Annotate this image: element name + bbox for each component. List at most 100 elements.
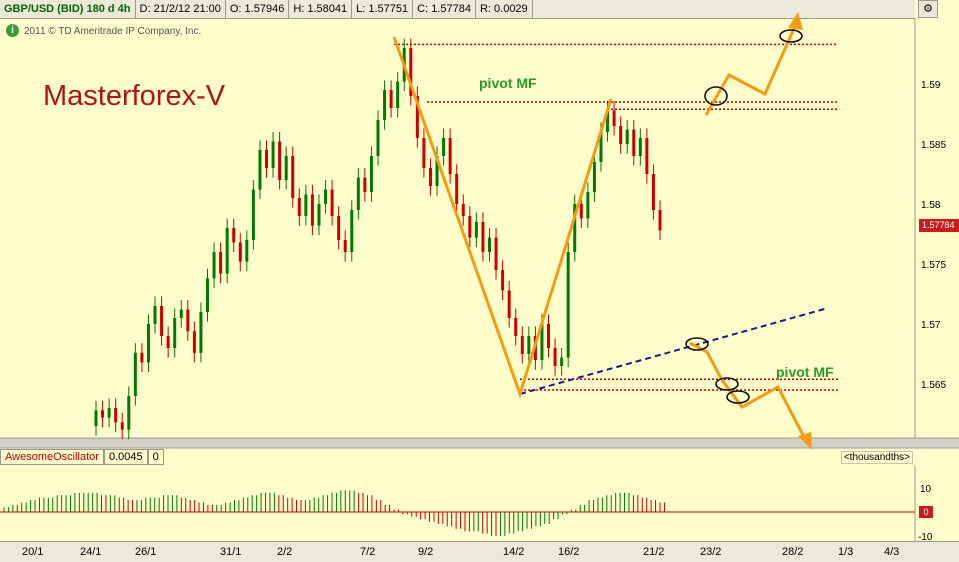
candle-body xyxy=(212,252,216,279)
oscillator-value2: 0 xyxy=(147,449,164,465)
candle-body xyxy=(153,306,157,324)
candle-body xyxy=(317,204,321,226)
candle-body xyxy=(481,222,485,252)
candle-body xyxy=(304,194,308,216)
high-label: H: 1.58041 xyxy=(289,0,353,18)
candle-body xyxy=(297,198,301,216)
candle-body xyxy=(225,228,229,274)
y-tick-label: 1.565 xyxy=(921,380,946,391)
candle-body xyxy=(560,357,564,366)
candle-body xyxy=(428,168,432,186)
candle-body xyxy=(291,156,295,198)
candle-body xyxy=(337,216,341,240)
pivot-label-top: pivot MF xyxy=(479,75,537,91)
trendline-ellipse xyxy=(685,337,709,351)
candle-body xyxy=(606,110,610,132)
candle-body xyxy=(455,174,459,204)
candle-body xyxy=(638,138,642,156)
brand-watermark: Masterforex-V xyxy=(43,80,226,112)
oscillator-name[interactable]: AwesomeOscillator xyxy=(0,449,104,465)
forecast-up-arrow xyxy=(788,12,803,30)
settings-icon: ⚙ xyxy=(923,3,933,15)
candle-body xyxy=(527,336,531,354)
pivot-ellipse-2 xyxy=(726,390,750,404)
candle-body xyxy=(330,189,334,216)
candle-body xyxy=(107,408,111,418)
info-icon[interactable]: i xyxy=(6,24,19,37)
x-tick-label: 20/1 xyxy=(22,546,44,558)
candle-body xyxy=(179,309,183,318)
candle-body xyxy=(625,129,629,144)
candle-body xyxy=(461,204,465,216)
x-tick-label: 7/2 xyxy=(360,546,376,558)
candle-body xyxy=(186,309,190,332)
pivot-label-bottom: pivot MF xyxy=(776,364,834,380)
open-label: O: 1.57946 xyxy=(226,0,290,18)
candle-body xyxy=(658,210,662,231)
candle-body xyxy=(415,96,419,138)
candle-body xyxy=(422,138,426,168)
candle-body xyxy=(356,177,360,210)
symbol-label: GBP/USD (BID) 180 d 4h xyxy=(0,0,136,18)
candle-body xyxy=(487,237,491,252)
candle-body xyxy=(501,270,505,291)
pivot-ellipse-1 xyxy=(715,377,739,391)
target-ellipse-top xyxy=(779,29,803,43)
osc-tick-minus10: -10 xyxy=(918,532,933,543)
x-tick-label: 9/2 xyxy=(418,546,434,558)
candle-body xyxy=(376,120,380,156)
forecast-down-path xyxy=(689,341,806,438)
candle-body xyxy=(507,290,511,318)
candle-body xyxy=(101,410,105,418)
candle-body xyxy=(146,324,150,363)
date-label: D: 21/2/12 21:00 xyxy=(136,0,226,18)
candle-body xyxy=(310,194,314,226)
candle-body xyxy=(245,240,249,262)
chart-settings-button[interactable]: ⚙ xyxy=(918,0,938,18)
x-tick-label: 26/1 xyxy=(135,546,157,558)
candle-body xyxy=(520,336,524,354)
oscillator-header: AwesomeOscillator 0.0045 0 xyxy=(0,449,164,465)
candle-body xyxy=(251,189,255,240)
x-tick-label: 28/2 xyxy=(782,546,804,558)
candle-body xyxy=(199,312,203,353)
candle-body xyxy=(573,204,577,252)
y-tick-label: 1.57 xyxy=(921,320,941,331)
candle-body xyxy=(120,422,124,430)
candle-body xyxy=(324,189,328,204)
candle-body xyxy=(619,126,623,144)
time-axis: 20/1 24/1 26/1 31/1 2/2 7/2 9/2 14/2 16/2 21/2 23/… xyxy=(0,541,959,562)
y-tick-label: 1.585 xyxy=(921,140,946,151)
candle-body xyxy=(409,48,413,96)
x-tick-label: 16/2 xyxy=(558,546,580,558)
x-tick-label: 21/2 xyxy=(643,546,665,558)
range-label: R: 0.0029 xyxy=(476,0,533,18)
candle-body xyxy=(140,352,144,363)
candle-body xyxy=(363,177,367,192)
candle-body xyxy=(553,348,557,366)
low-label: L: 1.57751 xyxy=(352,0,414,18)
candle-body xyxy=(343,240,347,252)
candle-body xyxy=(219,252,223,274)
candle-body xyxy=(547,324,551,348)
candle-body xyxy=(514,318,518,336)
candle-body xyxy=(383,90,387,120)
candle-body xyxy=(566,252,570,358)
candle-body xyxy=(651,174,655,210)
forecast-up-path xyxy=(704,23,798,116)
candle-body xyxy=(258,150,262,190)
candle-body xyxy=(389,90,393,108)
x-tick-label: 2/2 xyxy=(277,546,293,558)
quote-header: GBP/USD (BID) 180 d 4h D: 21/2/12 21:00 … xyxy=(0,0,915,19)
y-tick-label: 1.59 xyxy=(921,80,941,91)
x-tick-label: 14/2 xyxy=(503,546,525,558)
candle-body xyxy=(278,141,282,180)
units-label: <thousandths> xyxy=(840,451,913,464)
candle-body xyxy=(265,150,269,168)
oscillator-badge: 0 xyxy=(919,506,933,518)
candle-body xyxy=(586,192,590,219)
candle-body xyxy=(284,156,288,180)
candle-body xyxy=(396,81,400,108)
